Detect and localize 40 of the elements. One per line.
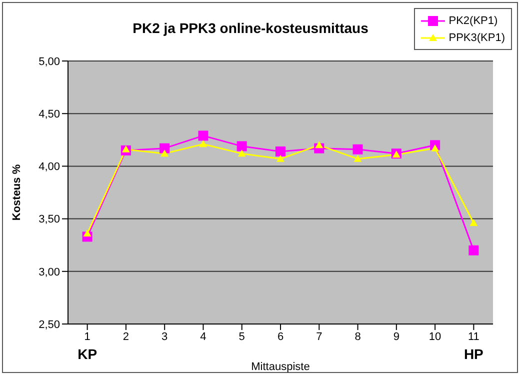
x-tick-label: 1 bbox=[84, 330, 90, 343]
legend-label: PK2(KP1) bbox=[448, 14, 498, 26]
point bbox=[83, 230, 92, 237]
y-tick-label: 4,50 bbox=[38, 108, 60, 121]
point bbox=[236, 141, 247, 152]
y-tick-label: 2,50 bbox=[38, 318, 60, 331]
chart-title: PK2 ja PPK3 online-kosteusmittaus bbox=[132, 20, 370, 36]
point bbox=[352, 144, 363, 154]
x-tick-label: 8 bbox=[354, 330, 361, 343]
point bbox=[468, 245, 479, 256]
x-axis-title: Mittauspiste bbox=[251, 361, 310, 373]
y-axis-title: Kosteus % bbox=[10, 164, 23, 221]
x-tick-label: 10 bbox=[428, 330, 442, 343]
x-tick-label: 4 bbox=[200, 330, 206, 343]
point bbox=[354, 154, 362, 162]
x-tick-label: 5 bbox=[238, 330, 245, 343]
text: HP bbox=[462, 346, 484, 362]
point bbox=[199, 140, 208, 148]
point bbox=[431, 144, 440, 152]
point bbox=[238, 150, 246, 157]
point bbox=[160, 143, 170, 154]
x-tick-label: 2 bbox=[122, 330, 130, 343]
point bbox=[276, 154, 284, 162]
x-tick-label: 3 bbox=[162, 330, 168, 343]
text: KP bbox=[76, 346, 98, 362]
legend-label: PPK3(KP1) bbox=[448, 32, 505, 44]
point bbox=[470, 219, 478, 226]
point bbox=[276, 146, 286, 156]
point bbox=[198, 130, 208, 141]
point bbox=[160, 150, 169, 157]
y-tick-label: 4,00 bbox=[38, 161, 60, 174]
point bbox=[122, 145, 130, 152]
x-tick-label: 11 bbox=[468, 330, 480, 343]
point bbox=[315, 141, 324, 148]
x-tick-label: 9 bbox=[393, 330, 400, 343]
y-tick-label: 3,50 bbox=[38, 214, 60, 226]
x-tick-label: 6 bbox=[277, 330, 284, 343]
x-tick-label: 7 bbox=[316, 330, 322, 343]
y-tick-label: 5,00 bbox=[38, 56, 60, 68]
y-tick-label: 3,00 bbox=[38, 266, 60, 278]
